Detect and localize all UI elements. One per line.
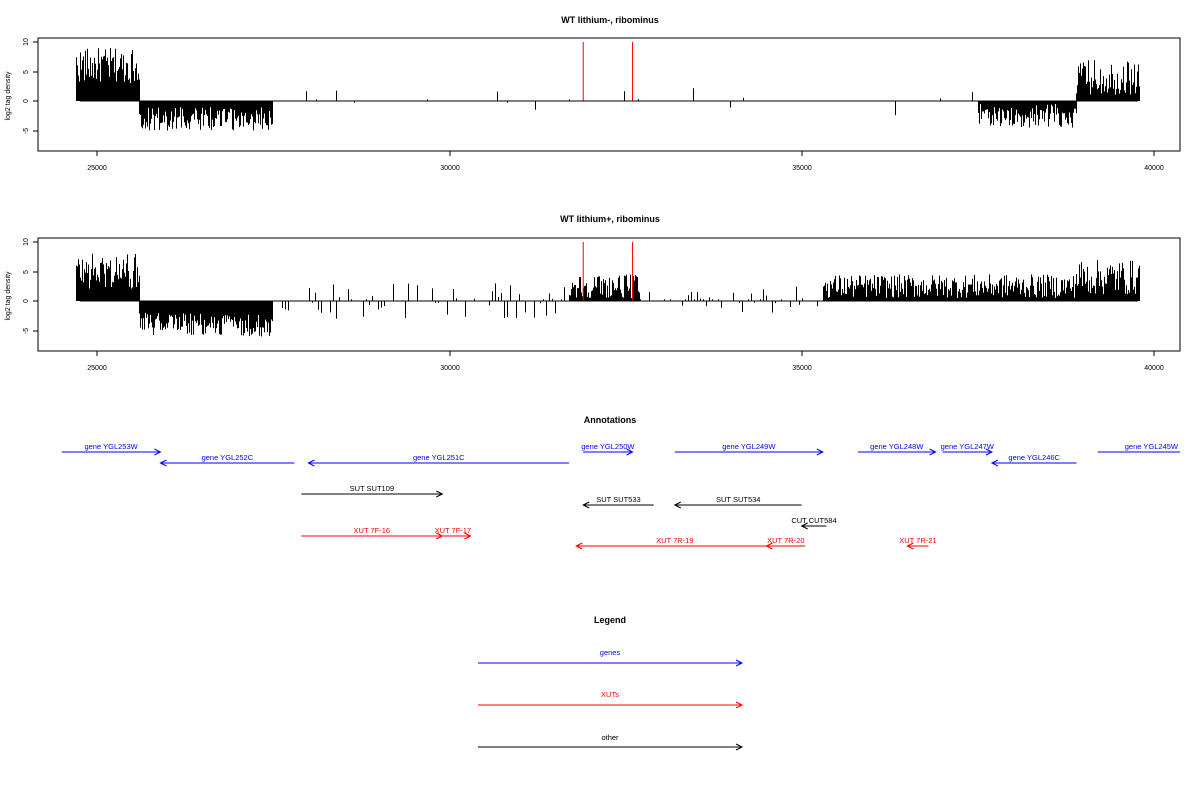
panel-2-y-axis: 10 5 0 -5 <box>23 238 38 334</box>
annotation-label: gene YGL245W <box>1125 442 1179 451</box>
legend-label: XUTs <box>601 690 619 699</box>
legend-title: Legend <box>594 615 626 625</box>
y-tick-label: 0 <box>23 299 30 303</box>
legend-arrow-head <box>735 659 744 667</box>
annotation-label: gene YGL250W <box>581 442 635 451</box>
annotation-arrow-head <box>800 522 808 530</box>
annotation-arrow-head <box>626 448 634 456</box>
annotation-feature: gene YGL247W <box>941 442 995 456</box>
x-tick-label: 25000 <box>87 165 107 172</box>
annotation-label: CUT CUT584 <box>791 516 836 525</box>
track-panel-1: WT lithium-, ribominus log2 tag density … <box>5 15 1181 172</box>
y-tick-label: 10 <box>23 38 30 46</box>
annotation-arrow-head <box>159 459 167 467</box>
annotation-label: SUT SUT533 <box>596 495 640 504</box>
x-tick-label: 25000 <box>87 365 107 372</box>
annotation-label: XUT 7R-21 <box>899 536 936 545</box>
panel-2-ylabel: log2 tag density <box>5 271 12 321</box>
panel-2-frame <box>37 237 1181 352</box>
legend-label: other <box>601 733 619 742</box>
annotation-feature: SUT SUT534 <box>673 495 802 509</box>
panel-1-y-axis: 10 5 0 -5 <box>23 38 38 134</box>
annotation-label: XUT 7R-20 <box>767 536 804 545</box>
legend-item-genes: genes <box>478 648 744 667</box>
annotation-label: SUT SUT109 <box>350 484 394 493</box>
panel-1-ylabel: log2 tag density <box>5 71 12 121</box>
annotation-arrow-head <box>929 448 937 456</box>
annotation-label: gene YGL251C <box>413 453 465 462</box>
annotation-feature: gene YGL253W <box>61 442 162 456</box>
legend-item-other: other <box>478 733 744 751</box>
annotation-arrow-head <box>985 448 994 456</box>
annotation-feature: XUT 7F-16 <box>301 526 444 540</box>
legend: genes XUTs other <box>478 648 744 751</box>
x-tick-label: 30000 <box>440 365 460 372</box>
annotation-arrow-head <box>816 448 824 456</box>
annotation-feature: gene YGL251C <box>307 453 570 467</box>
annotation-feature: XUT 7F-17 <box>435 526 472 540</box>
annotation-track: gene YGL253W gene YGL252C gene YGL251C gene… <box>61 442 1180 550</box>
annotation-arrow-head <box>154 448 162 456</box>
panel-2-title: WT lithium+, ribominus <box>560 214 660 224</box>
x-tick-label: 35000 <box>792 365 812 372</box>
panel-1-frame <box>37 37 1181 152</box>
y-tick-label: 10 <box>23 238 30 246</box>
annotation-feature: SUT SUT533 <box>582 495 654 509</box>
annotation-label: gene YGL252C <box>202 453 254 462</box>
x-tick-label: 30000 <box>440 165 460 172</box>
x-tick-label: 40000 <box>1144 365 1164 372</box>
annotation-label: XUT 7F-17 <box>435 526 472 535</box>
annotation-arrow-head <box>582 501 590 509</box>
legend-arrow-head <box>735 743 744 751</box>
annotation-feature: XUT 7R-19 <box>575 536 774 550</box>
annotation-feature: gene YGL245W <box>1097 442 1180 453</box>
annotation-feature: gene YGL249W <box>674 442 824 456</box>
x-tick-label: 35000 <box>792 165 812 172</box>
annotation-label: gene YGL249W <box>722 442 776 451</box>
legend-item-xuts: XUTs <box>478 690 744 709</box>
annotation-label: gene YGL247W <box>941 442 995 451</box>
track-panel-2: WT lithium+, ribominus log2 tag density … <box>5 214 1181 372</box>
panel-1-bars <box>76 42 1140 131</box>
annotation-feature: gene YGL250W <box>581 442 635 456</box>
annotation-label: gene YGL248W <box>870 442 924 451</box>
x-tick-label: 40000 <box>1144 165 1164 172</box>
annotation-feature: gene YGL248W <box>858 442 937 456</box>
annotation-label: XUT 7R-19 <box>656 536 693 545</box>
annotation-feature: CUT CUT584 <box>791 516 837 530</box>
panel-1-title: WT lithium-, ribominus <box>561 15 659 25</box>
y-tick-label: -5 <box>23 328 30 334</box>
annotation-arrow-head <box>464 532 472 540</box>
y-tick-label: 5 <box>23 70 30 74</box>
panel-2-x-axis: 25000 30000 35000 40000 <box>87 351 1164 372</box>
annotations-title: Annotations <box>584 415 637 425</box>
legend-arrow-head <box>735 701 744 709</box>
annotation-label: gene YGL253W <box>84 442 138 451</box>
annotation-arrow-head <box>436 490 444 498</box>
panel-1-x-axis: 25000 30000 35000 40000 <box>87 151 1164 172</box>
y-tick-label: 5 <box>23 270 30 274</box>
annotation-feature: XUT 7R-21 <box>899 536 937 550</box>
panel-2-bars <box>76 242 1140 337</box>
annotation-label: XUT 7F-16 <box>354 526 391 535</box>
annotation-feature: gene YGL252C <box>159 453 295 467</box>
annotation-label: gene YGL246C <box>1008 453 1060 462</box>
annotation-feature: gene YGL246C <box>990 453 1077 467</box>
annotation-arrow-head <box>990 459 999 467</box>
annotation-arrow-head <box>673 501 682 509</box>
annotation-feature: XUT 7R-20 <box>765 536 806 550</box>
annotation-arrow-head <box>906 542 914 550</box>
y-tick-label: -5 <box>23 128 30 134</box>
annotation-arrow-head <box>307 459 315 467</box>
legend-label: genes <box>600 648 621 657</box>
annotation-feature: SUT SUT109 <box>301 484 444 498</box>
annotation-label: SUT SUT534 <box>716 495 760 504</box>
annotation-arrow-head <box>765 542 773 550</box>
annotation-arrow-head <box>575 542 583 550</box>
y-tick-label: 0 <box>23 99 30 103</box>
